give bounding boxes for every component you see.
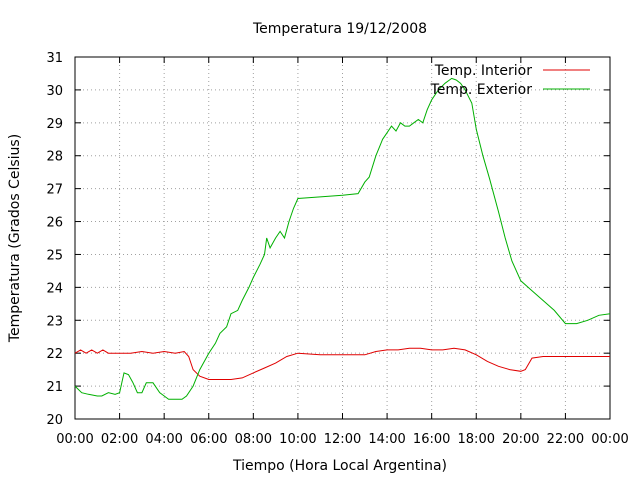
x-tick-label: 04:00	[145, 432, 182, 447]
legend-label: Temp. Exterior	[430, 82, 533, 98]
x-tick-label: 00:00	[56, 432, 93, 447]
y-tick-label: 28	[46, 150, 63, 165]
y-tick-label: 27	[46, 183, 63, 198]
y-tick-label: 25	[46, 248, 63, 263]
x-tick-label: 14:00	[368, 432, 405, 447]
y-tick-label: 29	[46, 117, 63, 132]
x-axis: 00:00 02:00 04:00 06:00 08:00 10:00 12:00 14:00…	[56, 57, 629, 447]
grid	[75, 57, 610, 419]
series-line-temp-interior	[74, 347, 610, 380]
y-tick-label: 20	[46, 413, 63, 428]
y-tick-label: 26	[46, 216, 63, 231]
y-tick-label: 24	[46, 281, 63, 296]
y-axis: 20 21 22 23 24 25 26 27 28 29 30 31	[46, 51, 610, 428]
chart-title: Temperatura 19/12/2008	[252, 21, 427, 37]
y-axis-title: Temperatura (Grados Celsius)	[7, 134, 23, 343]
y-tick-label: 21	[46, 380, 63, 395]
series-line-temp-exterior	[74, 77, 611, 400]
legend-label: Temp. Interior	[434, 63, 533, 79]
x-tick-label: 22:00	[547, 432, 584, 447]
x-tick-label: 00:00	[591, 432, 628, 447]
x-tick-label: 12:00	[324, 432, 361, 447]
x-tick-label: 10:00	[279, 432, 316, 447]
series-lines	[74, 77, 611, 400]
x-tick-label: 18:00	[458, 432, 495, 447]
x-tick-label: 06:00	[190, 432, 227, 447]
x-tick-label: 02:00	[101, 432, 138, 447]
legend: Temp. Interior Temp. Exterior	[430, 63, 590, 98]
x-tick-label: 08:00	[235, 432, 272, 447]
x-tick-label: 16:00	[413, 432, 450, 447]
x-axis-title: Tiempo (Hora Local Argentina)	[232, 458, 447, 474]
y-tick-label: 30	[46, 84, 63, 99]
y-tick-label: 31	[46, 51, 63, 66]
x-tick-label: 20:00	[502, 432, 539, 447]
y-tick-label: 23	[46, 314, 63, 329]
y-tick-label: 22	[46, 347, 63, 362]
